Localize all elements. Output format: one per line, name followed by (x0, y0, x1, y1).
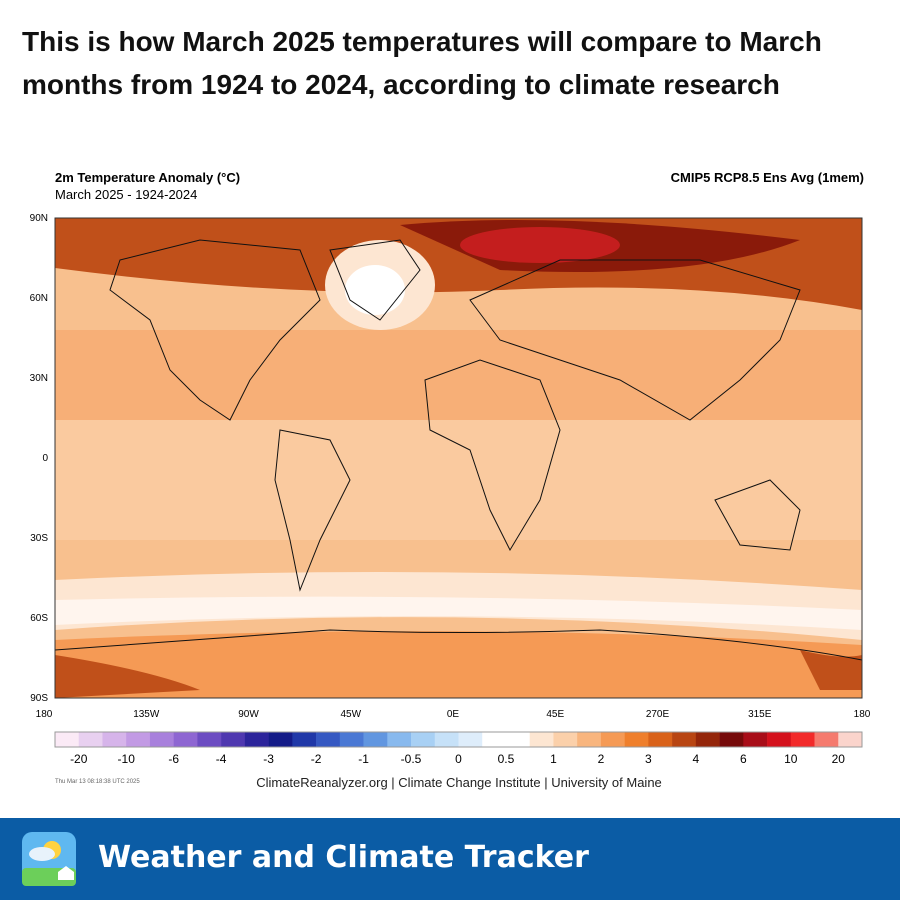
colorbar-swatch (695, 732, 720, 747)
colorbar-swatch (173, 732, 198, 747)
longitude-label: 180 (854, 709, 871, 720)
longitude-label: 90W (238, 709, 259, 720)
latitude-label: 90N (30, 213, 48, 224)
longitude-label: 180 (36, 709, 53, 720)
colorbar-label: 4 (693, 752, 700, 766)
colorbar-swatch (767, 732, 792, 747)
colorbar-swatch (577, 732, 602, 747)
latitude-label: 30N (30, 373, 48, 384)
colorbar-label: -2 (311, 752, 322, 766)
colorbar-swatch (197, 732, 222, 747)
longitude-label: 45E (546, 709, 564, 720)
colorbar-label: 3 (645, 752, 652, 766)
colorbar-swatch (648, 732, 673, 747)
longitude-label: 45W (340, 709, 361, 720)
colorbar-swatch (55, 732, 80, 747)
colorbar-label: 20 (832, 752, 846, 766)
colorbar-label: 6 (740, 752, 747, 766)
longitude-label: 0E (447, 709, 460, 720)
colorbar-swatch (814, 732, 839, 747)
colorbar-swatch (149, 732, 174, 747)
colorbar-label: 10 (784, 752, 798, 766)
colorbar-swatch (838, 732, 863, 747)
colorbar-swatch (434, 732, 459, 747)
colorbar-swatch (411, 732, 436, 747)
longitude-label: 135W (133, 709, 160, 720)
colorbar-label: 0 (455, 752, 462, 766)
colorbar-swatch (363, 732, 388, 747)
colorbar-swatch (78, 732, 103, 747)
longitude-labels: 180 135W 90W 45W 0E 45E 270E 315E 180 (36, 709, 871, 720)
colorbar-label: -4 (216, 752, 227, 766)
colorbar-swatch (458, 732, 483, 747)
colorbar-swatch (482, 732, 507, 747)
latitude-label: 60N (30, 293, 48, 304)
colorbar-label: -0.5 (401, 752, 422, 766)
banner: Weather and Climate Tracker (0, 818, 900, 900)
colorbar-frame (54, 731, 863, 748)
colorbar-label: 1 (550, 752, 557, 766)
colorbar-label: -1 (358, 752, 369, 766)
colorbar-swatch (292, 732, 317, 747)
colorbar-swatch (316, 732, 341, 747)
colorbar-swatch (624, 732, 649, 747)
brand-name: Weather and Climate Tracker (98, 840, 589, 875)
colorbar-swatch (672, 732, 697, 747)
colorbar-swatch (244, 732, 269, 747)
colorbar-swatch (790, 732, 815, 747)
latitude-label: 90S (30, 693, 48, 704)
latitude-label: 0 (42, 453, 48, 464)
colorbar-swatch (505, 732, 531, 747)
colorbar: -20 -10 -6 -4 -3 -2 -1 -0.5 0 0.5 1 2 3 4 6 10 20 (54, 731, 863, 766)
colorbar-swatch (529, 732, 554, 747)
colorbar-label: 2 (598, 752, 605, 766)
colorbar-swatch (743, 732, 768, 747)
colorbar-swatch (221, 732, 246, 747)
map-figure: 2m Temperature Anomaly (°C) March 2025 -… (30, 170, 871, 790)
longitude-label: 315E (748, 709, 772, 720)
credit: ClimateReanalyzer.org | Climate Change I… (256, 775, 662, 790)
colorbar-swatch (268, 732, 293, 747)
colorbar-swatch (719, 732, 744, 747)
colorbar-label: -3 (263, 752, 274, 766)
colorbar-label: 0.5 (498, 752, 515, 766)
latitude-label: 30S (30, 533, 48, 544)
map-field (54, 217, 863, 699)
headline: This is how March 2025 temperatures will… (22, 26, 822, 100)
colorbar-label: -10 (118, 752, 136, 766)
colorbar-swatch (102, 732, 127, 747)
map-subtitle: March 2025 - 1924-2024 (55, 187, 197, 202)
latitude-label: 60S (30, 613, 48, 624)
longitude-label: 270E (646, 709, 670, 720)
colorbar-swatch (339, 732, 364, 747)
latitude-labels: 90N 60N 30N 0 30S 60S 90S (30, 213, 49, 704)
colorbar-swatch (600, 732, 625, 747)
timestamp: Thu Mar 13 08:18:38 UTC 2025 (55, 779, 140, 785)
model-label: CMIP5 RCP8.5 Ens Avg (1mem) (671, 170, 864, 185)
colorbar-swatch (387, 732, 412, 747)
colorbar-label: -20 (70, 752, 88, 766)
colorbar-label: -6 (168, 752, 179, 766)
colorbar-swatch (126, 732, 151, 747)
map-title: 2m Temperature Anomaly (°C) (55, 170, 240, 185)
app-icon (22, 832, 76, 886)
colorbar-swatch (553, 732, 578, 747)
